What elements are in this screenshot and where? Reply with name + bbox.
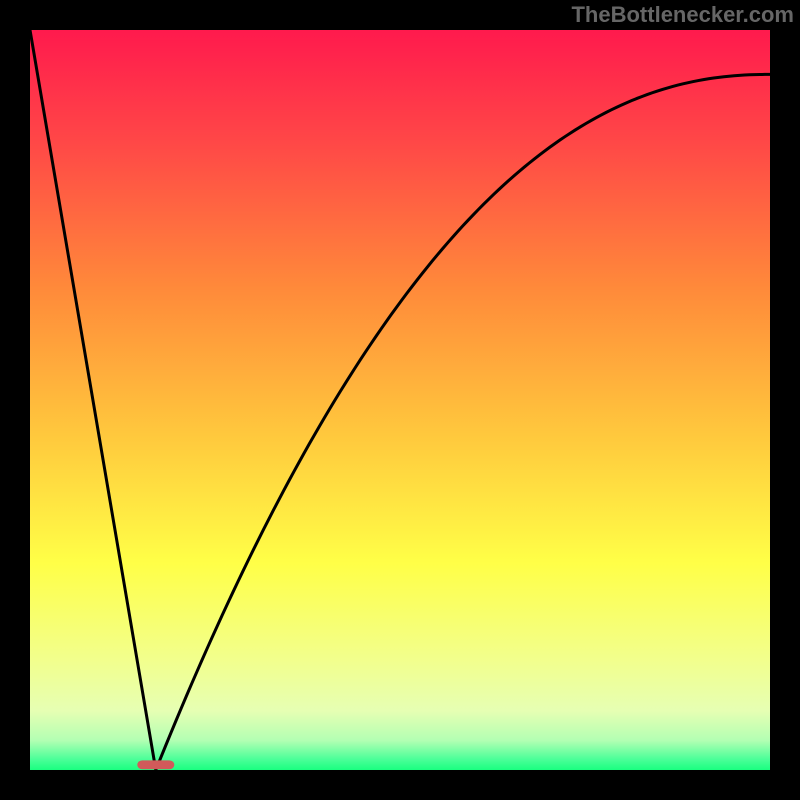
frame-bottom [0,770,800,800]
bottleneck-chart [0,0,800,800]
chart-container: TheBottlenecker.com [0,0,800,800]
gradient-background [30,30,770,770]
minimum-marker [137,760,174,769]
frame-right [770,0,800,800]
watermark-text: TheBottlenecker.com [571,2,794,28]
frame-left [0,0,30,800]
